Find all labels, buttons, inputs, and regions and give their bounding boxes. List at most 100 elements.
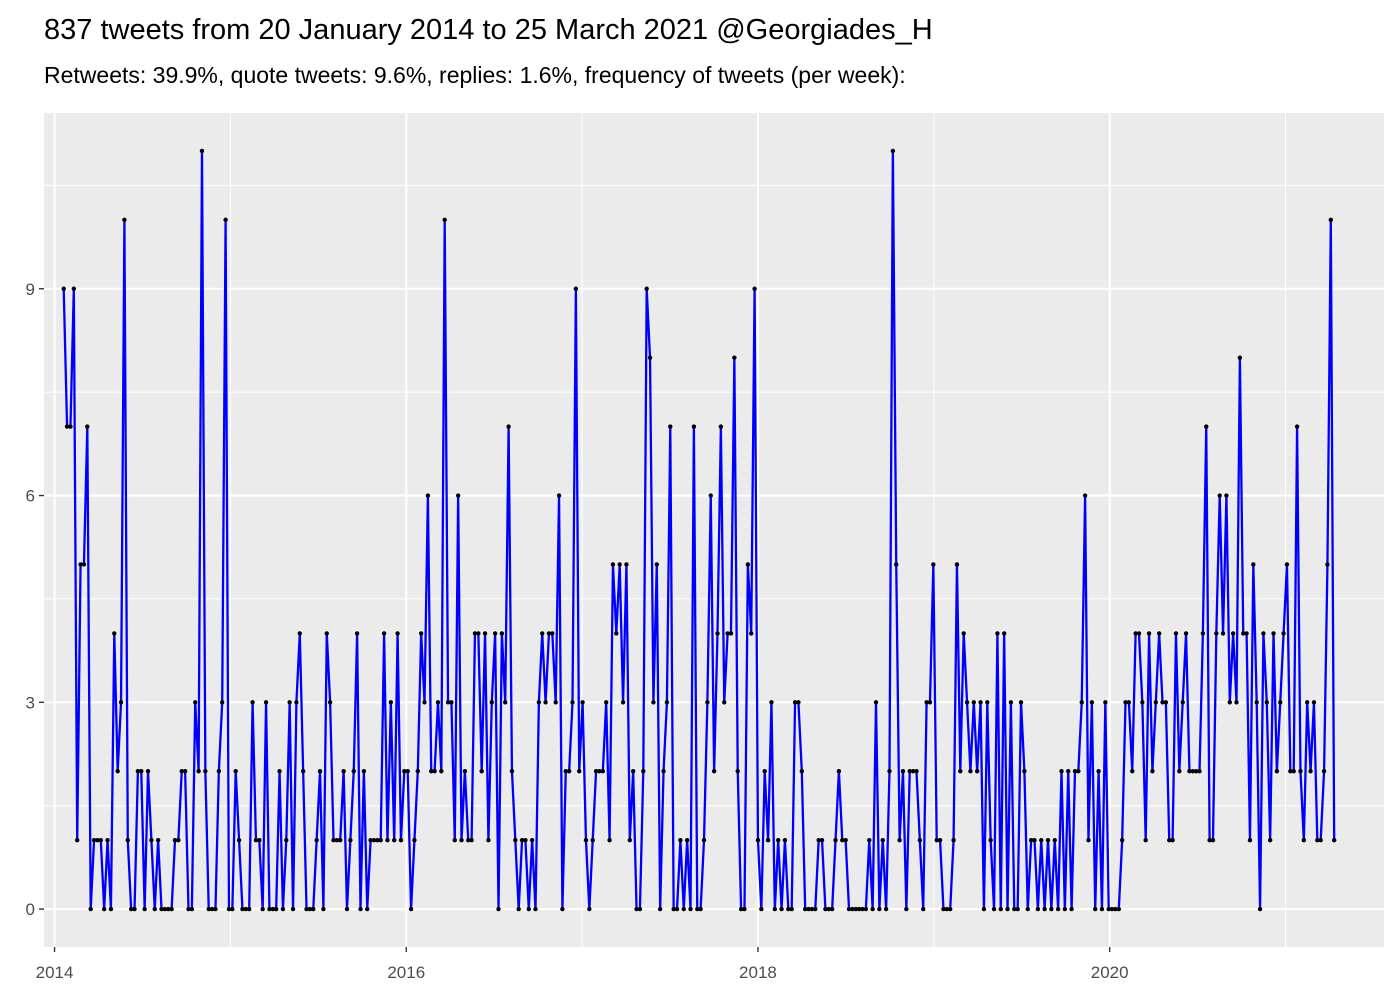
data-point [988, 837, 993, 843]
data-point [64, 424, 70, 429]
axis-layer: 0 3 6 9 2014 2016 2018 2020 [26, 280, 1129, 982]
data-point [1288, 769, 1293, 774]
data-point [1315, 837, 1320, 843]
data-point [688, 906, 693, 912]
data-point [678, 837, 683, 843]
data-point [442, 217, 447, 223]
data-point [1234, 700, 1239, 705]
data-point [1308, 769, 1313, 774]
data-point [829, 906, 835, 912]
data-point [776, 837, 781, 843]
data-point [786, 906, 791, 912]
data-point [995, 631, 1000, 636]
data-point [948, 906, 953, 912]
data-point [1220, 631, 1226, 636]
data-point [894, 562, 899, 567]
data-point [179, 769, 184, 774]
data-point [860, 906, 865, 912]
data-point [904, 906, 909, 912]
data-point [240, 906, 245, 912]
data-point [297, 631, 302, 636]
data-point [321, 906, 326, 912]
data-point [553, 700, 558, 705]
data-point [627, 837, 633, 843]
data-point [1113, 906, 1118, 912]
data-point [1298, 769, 1303, 774]
data-point [701, 837, 707, 843]
data-point [311, 906, 316, 912]
data-point [634, 906, 639, 912]
data-point [725, 631, 730, 636]
data-point [1325, 562, 1330, 567]
data-point [1328, 217, 1334, 223]
data-point [563, 769, 568, 774]
data-point [1183, 631, 1189, 636]
data-point [587, 906, 592, 912]
data-point [307, 906, 313, 912]
data-point [108, 906, 114, 912]
data-point [128, 906, 134, 912]
data-point [479, 769, 484, 774]
data-point [368, 837, 373, 843]
data-point [826, 906, 831, 912]
data-point [630, 769, 636, 774]
data-point [533, 906, 538, 912]
data-point [78, 562, 83, 567]
data-point [415, 769, 420, 774]
data-point [206, 906, 211, 912]
data-point [429, 769, 434, 774]
data-point [216, 769, 222, 774]
data-point [482, 631, 488, 636]
data-point [681, 906, 686, 912]
data-point [890, 148, 896, 154]
data-point [1042, 906, 1047, 912]
data-point [752, 286, 757, 291]
data-point [118, 700, 124, 705]
data-point [927, 700, 933, 705]
data-point [526, 906, 531, 912]
data-point [877, 906, 882, 912]
data-point [365, 906, 370, 912]
data-point [910, 769, 916, 774]
data-point [1230, 631, 1236, 636]
x-tick-label: 2014 [36, 963, 74, 982]
data-point [270, 906, 275, 912]
data-point [492, 631, 498, 636]
data-point [765, 837, 771, 843]
data-point [1214, 631, 1219, 636]
x-tick-label: 2020 [1091, 963, 1129, 982]
data-point [452, 837, 457, 843]
data-point [1207, 837, 1212, 843]
data-point [472, 631, 478, 636]
data-point [614, 631, 619, 636]
data-point [1089, 700, 1095, 705]
data-point [425, 493, 431, 498]
data-point [358, 906, 363, 912]
data-point [816, 837, 821, 843]
data-point [145, 769, 151, 774]
data-point [1008, 700, 1014, 705]
data-point [624, 562, 629, 567]
data-point [243, 906, 249, 912]
data-point [1257, 906, 1263, 912]
data-point [593, 769, 599, 774]
data-point [1267, 837, 1273, 843]
data-point [344, 906, 350, 912]
data-point [732, 355, 737, 360]
data-point [327, 700, 333, 705]
data-point [155, 837, 161, 843]
data-point [1204, 424, 1209, 429]
data-point [873, 700, 879, 705]
data-point [354, 631, 360, 636]
data-point [1163, 700, 1169, 705]
data-point [361, 769, 367, 774]
data-point [1032, 837, 1037, 843]
data-point [260, 906, 265, 912]
data-point [543, 700, 548, 705]
data-point [290, 906, 296, 912]
data-point [1264, 700, 1269, 705]
data-point [486, 837, 491, 843]
data-point [371, 837, 377, 843]
data-point [71, 286, 77, 291]
data-point [644, 286, 649, 291]
